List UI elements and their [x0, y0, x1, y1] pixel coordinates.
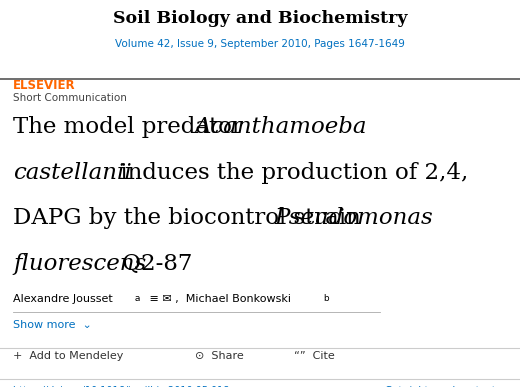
- Text: Acanthamoeba: Acanthamoeba: [195, 116, 368, 138]
- Text: Show more  ⌄: Show more ⌄: [13, 320, 92, 330]
- Text: https://doi.org/10.1016/j.soilbio.2010.05.018 ↗: https://doi.org/10.1016/j.soilbio.2010.0…: [13, 386, 241, 387]
- Text: ⊙  Share: ⊙ Share: [195, 351, 244, 361]
- Text: S: S: [448, 13, 458, 27]
- Text: b: b: [321, 294, 330, 303]
- Text: B: B: [448, 57, 459, 70]
- Text: “”  Cite: “” Cite: [294, 351, 334, 361]
- Text: B: B: [448, 35, 459, 49]
- Text: induces the production of 2,4,: induces the production of 2,4,: [113, 162, 469, 184]
- Text: castellanii: castellanii: [13, 162, 132, 184]
- Text: a: a: [132, 294, 140, 303]
- Text: Q2-87: Q2-87: [115, 253, 192, 275]
- Text: ELSEVIER: ELSEVIER: [13, 79, 75, 92]
- Text: Soil Biology and Biochemistry: Soil Biology and Biochemistry: [113, 10, 407, 27]
- Text: Volume 42, Issue 9, September 2010, Pages 1647-1649: Volume 42, Issue 9, September 2010, Page…: [115, 39, 405, 49]
- Text: The model predator: The model predator: [13, 116, 250, 138]
- Text: Get rights and content ↗: Get rights and content ↗: [385, 386, 507, 387]
- Text: +  Add to Mendeley: + Add to Mendeley: [13, 351, 123, 361]
- Text: DAPG by the biocontrol strain: DAPG by the biocontrol strain: [13, 207, 368, 229]
- Text: fluorescens: fluorescens: [13, 253, 146, 275]
- Text: Pseudomonas: Pseudomonas: [275, 207, 433, 229]
- Text: ≡ ✉ ,  Michael Bonkowski: ≡ ✉ , Michael Bonkowski: [146, 294, 291, 304]
- Text: Short Communication: Short Communication: [13, 93, 127, 103]
- Text: Alexandre Jousset: Alexandre Jousset: [13, 294, 113, 304]
